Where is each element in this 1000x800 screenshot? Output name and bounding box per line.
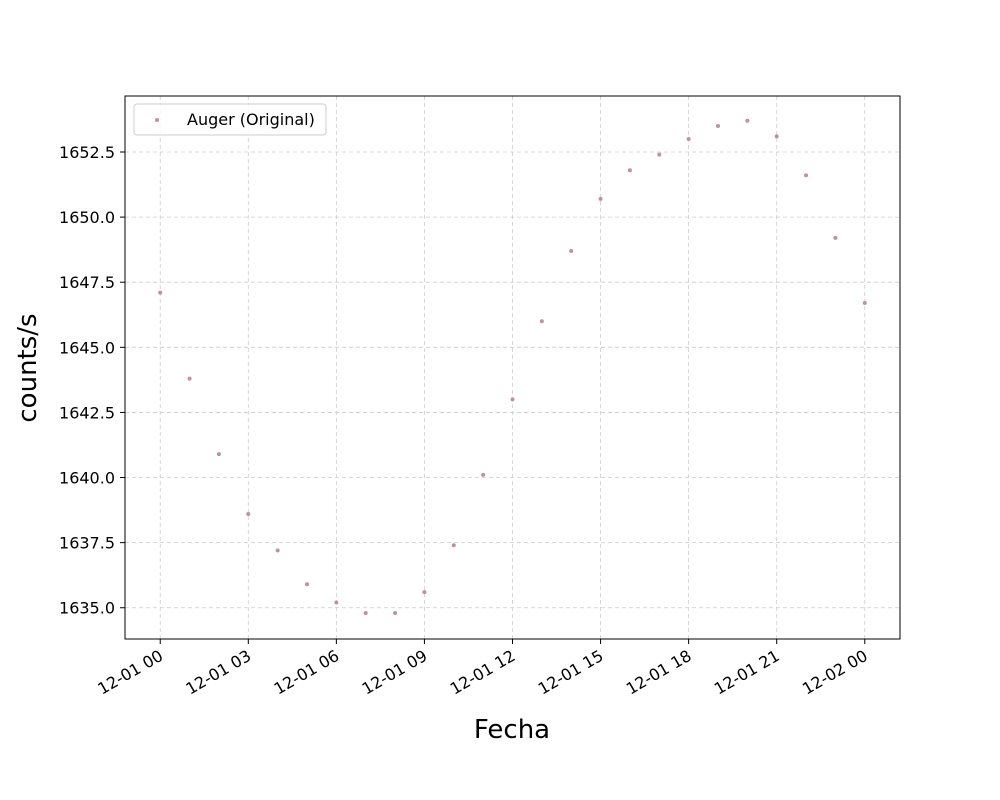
- data-point: [833, 235, 838, 240]
- y-axis-label: counts/s: [13, 313, 43, 422]
- y-tick-label: 1652.5: [59, 143, 115, 162]
- x-tick-label: 12-02 00: [799, 646, 871, 698]
- y-tick-label: 1637.5: [59, 534, 115, 553]
- data-point: [187, 376, 192, 381]
- data-point: [745, 118, 750, 123]
- y-tick-label: 1640.0: [59, 469, 115, 488]
- data-point: [686, 136, 691, 141]
- grid: [125, 96, 900, 639]
- data-point: [305, 582, 310, 587]
- x-tick-label: 12-01 15: [535, 646, 607, 698]
- x-tick-label: 12-01 12: [447, 646, 519, 698]
- y-axis-ticks: 1635.0 1637.5 1640.0 1642.5 1645.0 1647.5 1650…: [59, 143, 125, 618]
- data-point: [158, 290, 163, 295]
- data-point: [569, 248, 574, 253]
- y-tick-label: 1650.0: [59, 208, 115, 227]
- data-point: [246, 511, 251, 516]
- data-point: [481, 472, 486, 477]
- data-point: [862, 301, 867, 306]
- x-axis-ticks: 12-01 00 12-01 03 12-01 06 12-01 09 12-01 12…: [94, 639, 871, 698]
- y-tick-label: 1647.5: [59, 273, 115, 292]
- data-point: [216, 452, 221, 457]
- data-point: [598, 196, 603, 201]
- x-tick-label: 12-01 06: [271, 646, 343, 698]
- x-tick-label: 12-01 03: [182, 646, 254, 698]
- data-points: [158, 118, 867, 615]
- data-point: [422, 590, 427, 595]
- data-point: [393, 610, 398, 615]
- y-tick-label: 1635.0: [59, 599, 115, 618]
- data-point: [539, 319, 544, 324]
- x-tick-label: 12-01 18: [623, 646, 695, 698]
- y-tick-label: 1642.5: [59, 403, 115, 422]
- legend-box: [133, 103, 327, 136]
- data-point: [627, 168, 632, 173]
- x-tick-label: 12-01 21: [711, 646, 783, 698]
- data-point: [334, 600, 339, 605]
- data-point: [804, 173, 809, 178]
- legend-marker: [155, 118, 159, 122]
- data-point: [774, 134, 779, 139]
- x-axis-label: Fecha: [474, 715, 550, 745]
- data-point: [715, 123, 720, 128]
- data-point: [657, 152, 662, 157]
- legend: Auger (Original): [133, 103, 327, 136]
- plot-frame: [124, 95, 901, 640]
- x-tick-label: 12-01 09: [359, 646, 431, 698]
- x-tick-label: 12-01 00: [94, 646, 166, 698]
- y-tick-label: 1645.0: [59, 338, 115, 357]
- data-point: [363, 610, 368, 615]
- legend-label: Auger (Original): [187, 110, 315, 129]
- data-point: [510, 397, 515, 402]
- data-point: [451, 543, 456, 548]
- data-point: [275, 548, 280, 553]
